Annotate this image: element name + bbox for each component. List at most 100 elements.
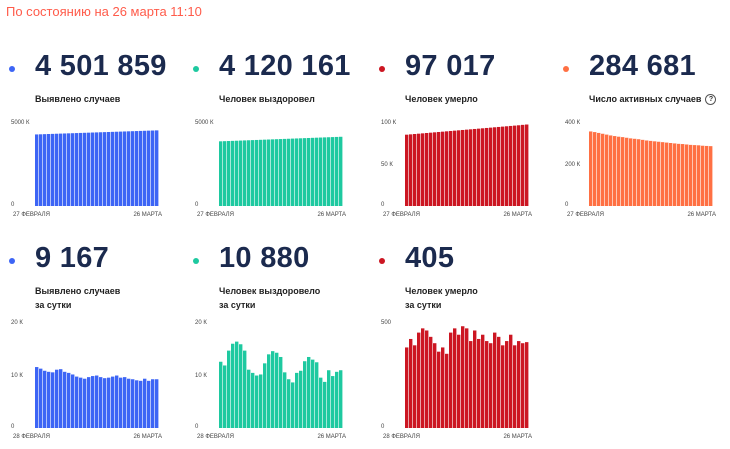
- x-tick-label-end: 26 МАРТА: [317, 434, 346, 440]
- bar: [449, 332, 453, 428]
- bar: [709, 146, 713, 206]
- bar: [485, 127, 489, 206]
- bar: [461, 129, 465, 206]
- bar: [509, 125, 513, 206]
- bar: [593, 132, 597, 206]
- bar: [681, 144, 685, 206]
- bar: [119, 377, 123, 428]
- bar: [501, 345, 505, 428]
- bar: [457, 334, 461, 428]
- bar: [665, 142, 669, 206]
- bar: [95, 132, 99, 206]
- bar: [323, 381, 327, 428]
- bar: [661, 142, 665, 206]
- stat-panel-deaths-daily: 405 Человек умерло за сутки 500 0 28 ФЕВРАЛЯ 2…: [379, 240, 549, 440]
- bullet-dot-icon: [193, 258, 199, 264]
- bar: [409, 134, 413, 206]
- bar: [469, 341, 473, 428]
- stat-panel-deaths-total: 97 017 Человек умерло 100 К 50 К 0 27 ФЕВРАЛЯ…: [379, 48, 549, 248]
- bar: [669, 143, 673, 206]
- bar: [649, 140, 653, 206]
- bar: [481, 334, 485, 428]
- x-tick-label-end: 26 МАРТА: [133, 434, 162, 440]
- bar: [143, 378, 147, 428]
- bar: [135, 380, 139, 428]
- x-tick-label-end: 26 МАРТА: [503, 212, 532, 218]
- bar: [339, 370, 343, 428]
- bar: [311, 359, 315, 428]
- bar: [283, 372, 287, 428]
- bar: [327, 370, 331, 428]
- bar: [275, 352, 279, 428]
- bar: [505, 126, 509, 206]
- bar: [139, 130, 143, 206]
- bar: [633, 138, 637, 206]
- bar: [107, 132, 111, 206]
- bar: [437, 351, 441, 428]
- bar: [251, 372, 255, 428]
- stat-panel-cases-total: 4 501 859 Выявлено случаев 5000 К 0 27 ФЕВРА…: [9, 48, 179, 248]
- help-icon[interactable]: ?: [705, 94, 717, 106]
- y-tick-label: 0: [11, 424, 15, 430]
- stat-value: 405: [405, 242, 455, 274]
- bar: [339, 136, 343, 206]
- bar: [279, 356, 283, 428]
- bar-chart: 500 0 28 ФЕВРАЛЯ 26 МАРТА: [381, 320, 532, 440]
- bar: [147, 130, 151, 206]
- bar: [473, 128, 477, 206]
- bar: [497, 126, 501, 206]
- bar: [43, 370, 47, 428]
- bar: [223, 141, 227, 206]
- bar: [59, 369, 63, 428]
- bar: [335, 371, 339, 428]
- x-tick-label-start: 28 ФЕВРАЛЯ: [13, 434, 50, 440]
- bar: [227, 350, 231, 428]
- stat-value: 4 501 859: [35, 50, 167, 82]
- bar: [47, 134, 51, 206]
- bar: [291, 138, 295, 206]
- stat-value: 10 880: [219, 242, 310, 274]
- x-tick-label-start: 27 ФЕВРАЛЯ: [197, 212, 234, 218]
- bar: [91, 376, 95, 428]
- stat-panel-recovered-total: 4 120 161 Человек выздоровел 5000 К 0 27 ФЕВ…: [193, 48, 363, 248]
- bar-chart: 5000 К 0 27 ФЕВРАЛЯ 26 МАРТА: [11, 120, 162, 218]
- bar: [493, 332, 497, 428]
- bar: [39, 368, 43, 428]
- bar: [267, 354, 271, 428]
- bar: [405, 347, 409, 428]
- bar: [461, 326, 465, 428]
- bar: [421, 133, 425, 206]
- x-tick-label-start: 27 ФЕВРАЛЯ: [383, 212, 420, 218]
- bar: [271, 139, 275, 206]
- x-tick-label-start: 28 ФЕВРАЛЯ: [383, 434, 420, 440]
- bar: [617, 136, 621, 206]
- bar: [287, 138, 291, 206]
- bar: [35, 134, 39, 206]
- stat-label-line: Выявлено случаев: [35, 94, 121, 104]
- bar: [255, 375, 259, 428]
- bar: [673, 143, 677, 206]
- bar: [505, 341, 509, 428]
- bar: [131, 131, 135, 206]
- bar: [417, 133, 421, 206]
- y-tick-label: 400 К: [565, 120, 581, 126]
- bar: [231, 140, 235, 206]
- bar: [75, 133, 79, 206]
- stat-value: 9 167: [35, 242, 110, 274]
- stat-label: Человек умерло: [405, 92, 478, 106]
- bar: [151, 130, 155, 206]
- stat-label-line: за сутки: [219, 300, 256, 310]
- y-tick-label: 200 К: [565, 162, 581, 168]
- bar: [127, 378, 131, 428]
- bar: [87, 132, 91, 206]
- bar-chart: 5000 К 0 27 ФЕВРАЛЯ 26 МАРТА: [195, 120, 346, 218]
- y-tick-label: 0: [565, 202, 569, 208]
- x-tick-label-start: 27 ФЕВРАЛЯ: [567, 212, 604, 218]
- bar-chart: 100 К 50 К 0 27 ФЕВРАЛЯ 26 МАРТА: [381, 120, 532, 218]
- bar: [429, 132, 433, 206]
- bar: [429, 336, 433, 428]
- bar: [465, 129, 469, 206]
- bar: [275, 139, 279, 206]
- bar: [413, 345, 417, 428]
- bar: [99, 377, 103, 428]
